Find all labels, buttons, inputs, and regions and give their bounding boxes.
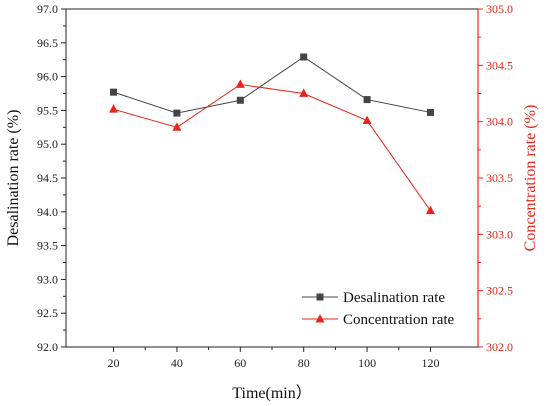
right-tick-label: 305.0 (486, 2, 513, 16)
legend-marker-triangle (315, 314, 325, 323)
data-point-concentration (172, 122, 182, 131)
left-tick-label: 93.5 (37, 239, 58, 253)
x-tick-label: 120 (421, 356, 439, 370)
data-point-desalination (363, 96, 371, 104)
left-axis-ticks: 92.0 92.5 93.0 93.5 94.0 94.5 95.0 95.5 96.0 96.5… (37, 2, 66, 354)
legend-label-desalination: Desalination rate (343, 290, 445, 306)
left-tick-label: 96.0 (37, 70, 58, 84)
data-point-desalination (236, 96, 244, 104)
legend-item-desalination: Desalination rate (302, 290, 445, 306)
data-point-desalination (426, 108, 434, 116)
x-tick-label: 20 (108, 356, 120, 370)
x-tick-label: 100 (358, 356, 376, 370)
right-tick-label: 303.0 (486, 227, 513, 241)
legend: Desalination rate Concentration rate (302, 290, 455, 328)
data-point-desalination (110, 88, 118, 96)
right-tick-label: 303.5 (486, 171, 513, 185)
left-tick-label: 92.5 (37, 306, 58, 320)
left-tick-label: 97.0 (37, 2, 58, 16)
data-point-concentration (362, 115, 372, 124)
series-layer (109, 53, 435, 215)
right-axis-ticks: 302.0 302.5 303.0 303.5 304.0 304.5 305.0 (478, 2, 513, 354)
data-point-concentration (425, 205, 435, 215)
data-point-concentration (235, 79, 245, 88)
x-axis-ticks: 20 40 60 80 100 120 (108, 347, 439, 370)
data-point-concentration (109, 104, 119, 113)
left-tick-label: 92.0 (37, 340, 58, 354)
legend-marker-square (316, 293, 324, 301)
data-point-desalination (300, 53, 308, 61)
right-tick-label: 302.0 (486, 340, 513, 354)
left-tick-label: 96.5 (37, 36, 58, 50)
series-line-desalination (113, 56, 431, 114)
x-tick-label: 80 (298, 356, 310, 370)
left-tick-label: 94.5 (37, 171, 58, 185)
series-line-concentration (113, 83, 431, 211)
data-point-concentration (299, 88, 309, 97)
x-axis-title: Time(min） (232, 384, 311, 402)
legend-label-concentration: Concentration rate (343, 312, 455, 328)
left-axis-title: Desalination rate (%) (5, 110, 22, 247)
left-tick-label: 94.0 (37, 205, 58, 219)
right-tick-label: 304.5 (486, 58, 513, 72)
left-tick-label: 95.5 (37, 103, 58, 117)
right-tick-label: 304.0 (486, 115, 513, 129)
left-tick-label: 93.0 (37, 272, 58, 286)
x-tick-label: 60 (234, 356, 246, 370)
data-point-desalination (173, 109, 181, 117)
right-axis-title: Concentration rate (%) (522, 105, 539, 252)
legend-item-concentration: Concentration rate (302, 312, 455, 328)
left-tick-label: 95.0 (37, 137, 58, 151)
x-tick-label: 40 (171, 356, 183, 370)
right-tick-label: 302.5 (486, 284, 513, 298)
